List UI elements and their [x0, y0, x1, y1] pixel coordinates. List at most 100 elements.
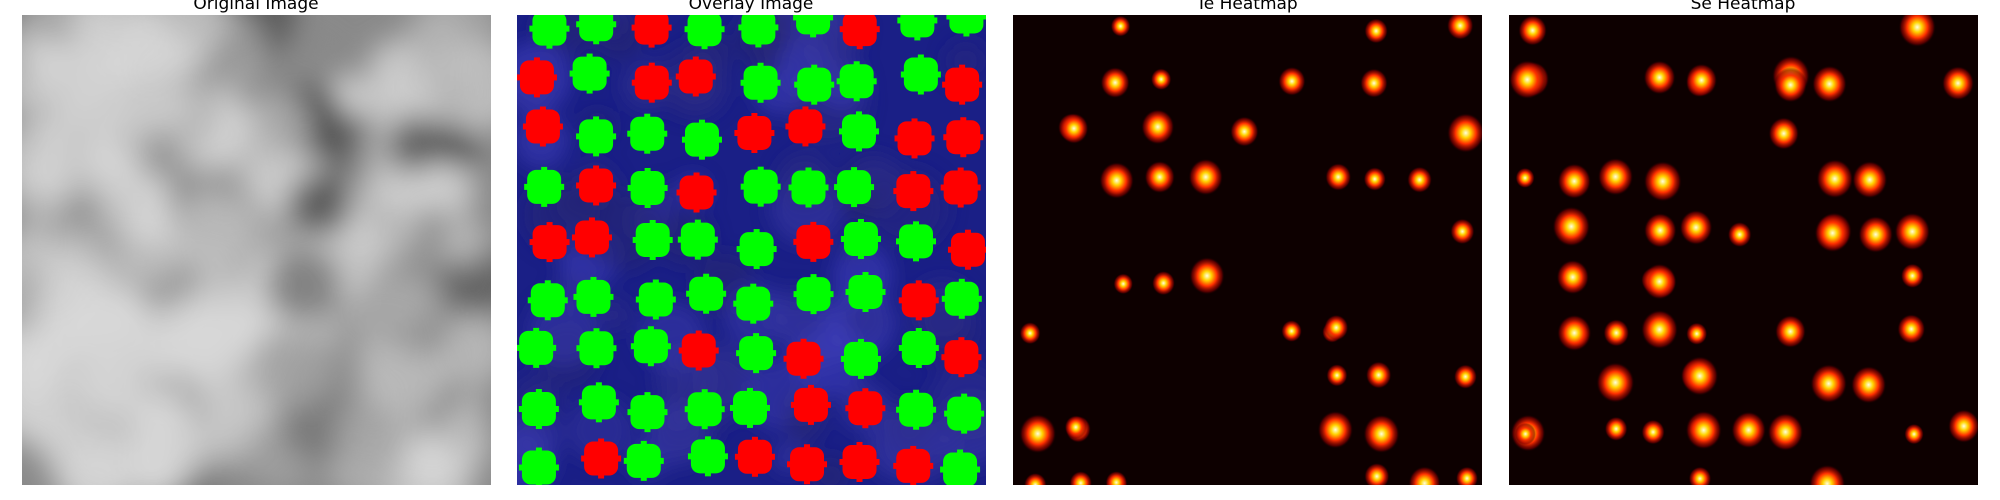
original-image: [22, 15, 491, 485]
marker-notch: [649, 219, 656, 260]
marker-notch: [800, 338, 807, 379]
image-background: [1013, 15, 1482, 485]
marker-notch: [855, 111, 862, 152]
hot-spot: [1230, 116, 1259, 147]
marker-notch: [856, 15, 863, 50]
hot-spot: [1858, 215, 1894, 253]
hot-spot: [1325, 163, 1352, 191]
marker-notch: [957, 449, 964, 485]
marker-notch: [913, 389, 920, 430]
hot-spot: [1363, 414, 1400, 454]
hot-spot: [1643, 212, 1677, 248]
hot-spot: [1643, 60, 1676, 95]
blob: [22, 157, 68, 220]
marker-notch: [914, 15, 921, 41]
hot-spot: [1514, 422, 1536, 446]
marker-notch: [644, 167, 651, 208]
hot-spot: [1809, 464, 1846, 485]
blob: [170, 191, 252, 274]
marker-notch: [851, 167, 858, 208]
hot-spot: [1407, 166, 1433, 193]
marker-notch: [915, 328, 922, 369]
hot-spot: [1453, 364, 1478, 390]
marker-notch: [910, 171, 917, 212]
hot-spot: [1727, 221, 1752, 248]
blob: [421, 15, 466, 55]
marker-notch: [753, 333, 760, 374]
marker-notch: [692, 56, 699, 97]
hot-spot: [1364, 462, 1390, 485]
marker-notch: [644, 113, 651, 154]
marker-notch: [652, 279, 659, 320]
marker-notch: [810, 15, 817, 38]
overlay-image: [517, 15, 986, 485]
marker-notch: [757, 166, 764, 207]
hot-spot: [1642, 263, 1677, 300]
marker-notch: [546, 222, 553, 263]
marker-notch: [810, 274, 817, 315]
marker-notch: [595, 382, 602, 423]
blob: [287, 172, 352, 237]
blob: [266, 247, 341, 322]
marker-notch: [533, 57, 540, 98]
blob: [127, 410, 177, 460]
hot-spot: [1816, 159, 1854, 199]
marker-notch: [753, 229, 760, 270]
marker-notch: [593, 165, 600, 206]
hot-spot: [1188, 158, 1224, 196]
panel-title: Te Heatmap: [1195, 0, 1297, 14]
hot-spot: [1365, 361, 1392, 389]
marker-notch: [960, 117, 967, 158]
marker-notch: [541, 166, 548, 207]
hot-spot: [1688, 466, 1712, 485]
hot-spot: [1023, 472, 1047, 485]
hot-spot: [1767, 413, 1804, 451]
hot-spot: [1852, 160, 1888, 199]
panel-title: Original Image: [193, 0, 318, 14]
hot-spot: [1681, 356, 1719, 396]
hot-spot: [1679, 209, 1713, 245]
blob: [844, 298, 888, 342]
marker-notch: [857, 218, 864, 259]
se-heatmap: [1509, 15, 1978, 485]
hot-spot: [1685, 410, 1722, 450]
hot-spot: [1898, 15, 1936, 47]
hot-spot: [1019, 322, 1041, 345]
blob: [403, 438, 457, 485]
hot-spot: [1731, 411, 1767, 449]
marker-notch: [647, 326, 654, 367]
marker-notch: [958, 337, 965, 378]
marker-notch: [704, 436, 711, 477]
hot-spot: [1641, 309, 1679, 350]
panel-title: Overlay Image: [689, 0, 814, 14]
hot-spot: [1364, 18, 1388, 44]
hot-spot: [1557, 163, 1592, 199]
hot-spot: [1281, 320, 1302, 343]
marker-notch: [910, 445, 917, 485]
marker-notch: [857, 338, 864, 379]
blob: [388, 116, 444, 171]
marker-notch: [598, 438, 605, 479]
blob: [24, 35, 68, 79]
hot-spot: [1450, 218, 1475, 245]
hot-spot: [1455, 466, 1479, 485]
marker-notch: [535, 388, 542, 429]
blob: [30, 408, 79, 457]
blob: [87, 92, 131, 137]
marker-notch: [644, 392, 651, 433]
hot-spot: [1151, 270, 1176, 296]
marker-notch: [805, 167, 812, 208]
marker-notch: [701, 15, 708, 50]
hot-spot: [1099, 162, 1134, 199]
marker-notch: [961, 393, 968, 434]
hot-spot: [1900, 263, 1925, 289]
marker-notch: [590, 276, 597, 317]
marker-notch: [917, 54, 924, 95]
hot-spot: [1317, 410, 1354, 449]
hot-spot: [1557, 314, 1592, 352]
marker-notch: [804, 444, 811, 485]
panel-title: Se Heatmap: [1691, 0, 1796, 14]
marker-notch: [915, 280, 922, 321]
